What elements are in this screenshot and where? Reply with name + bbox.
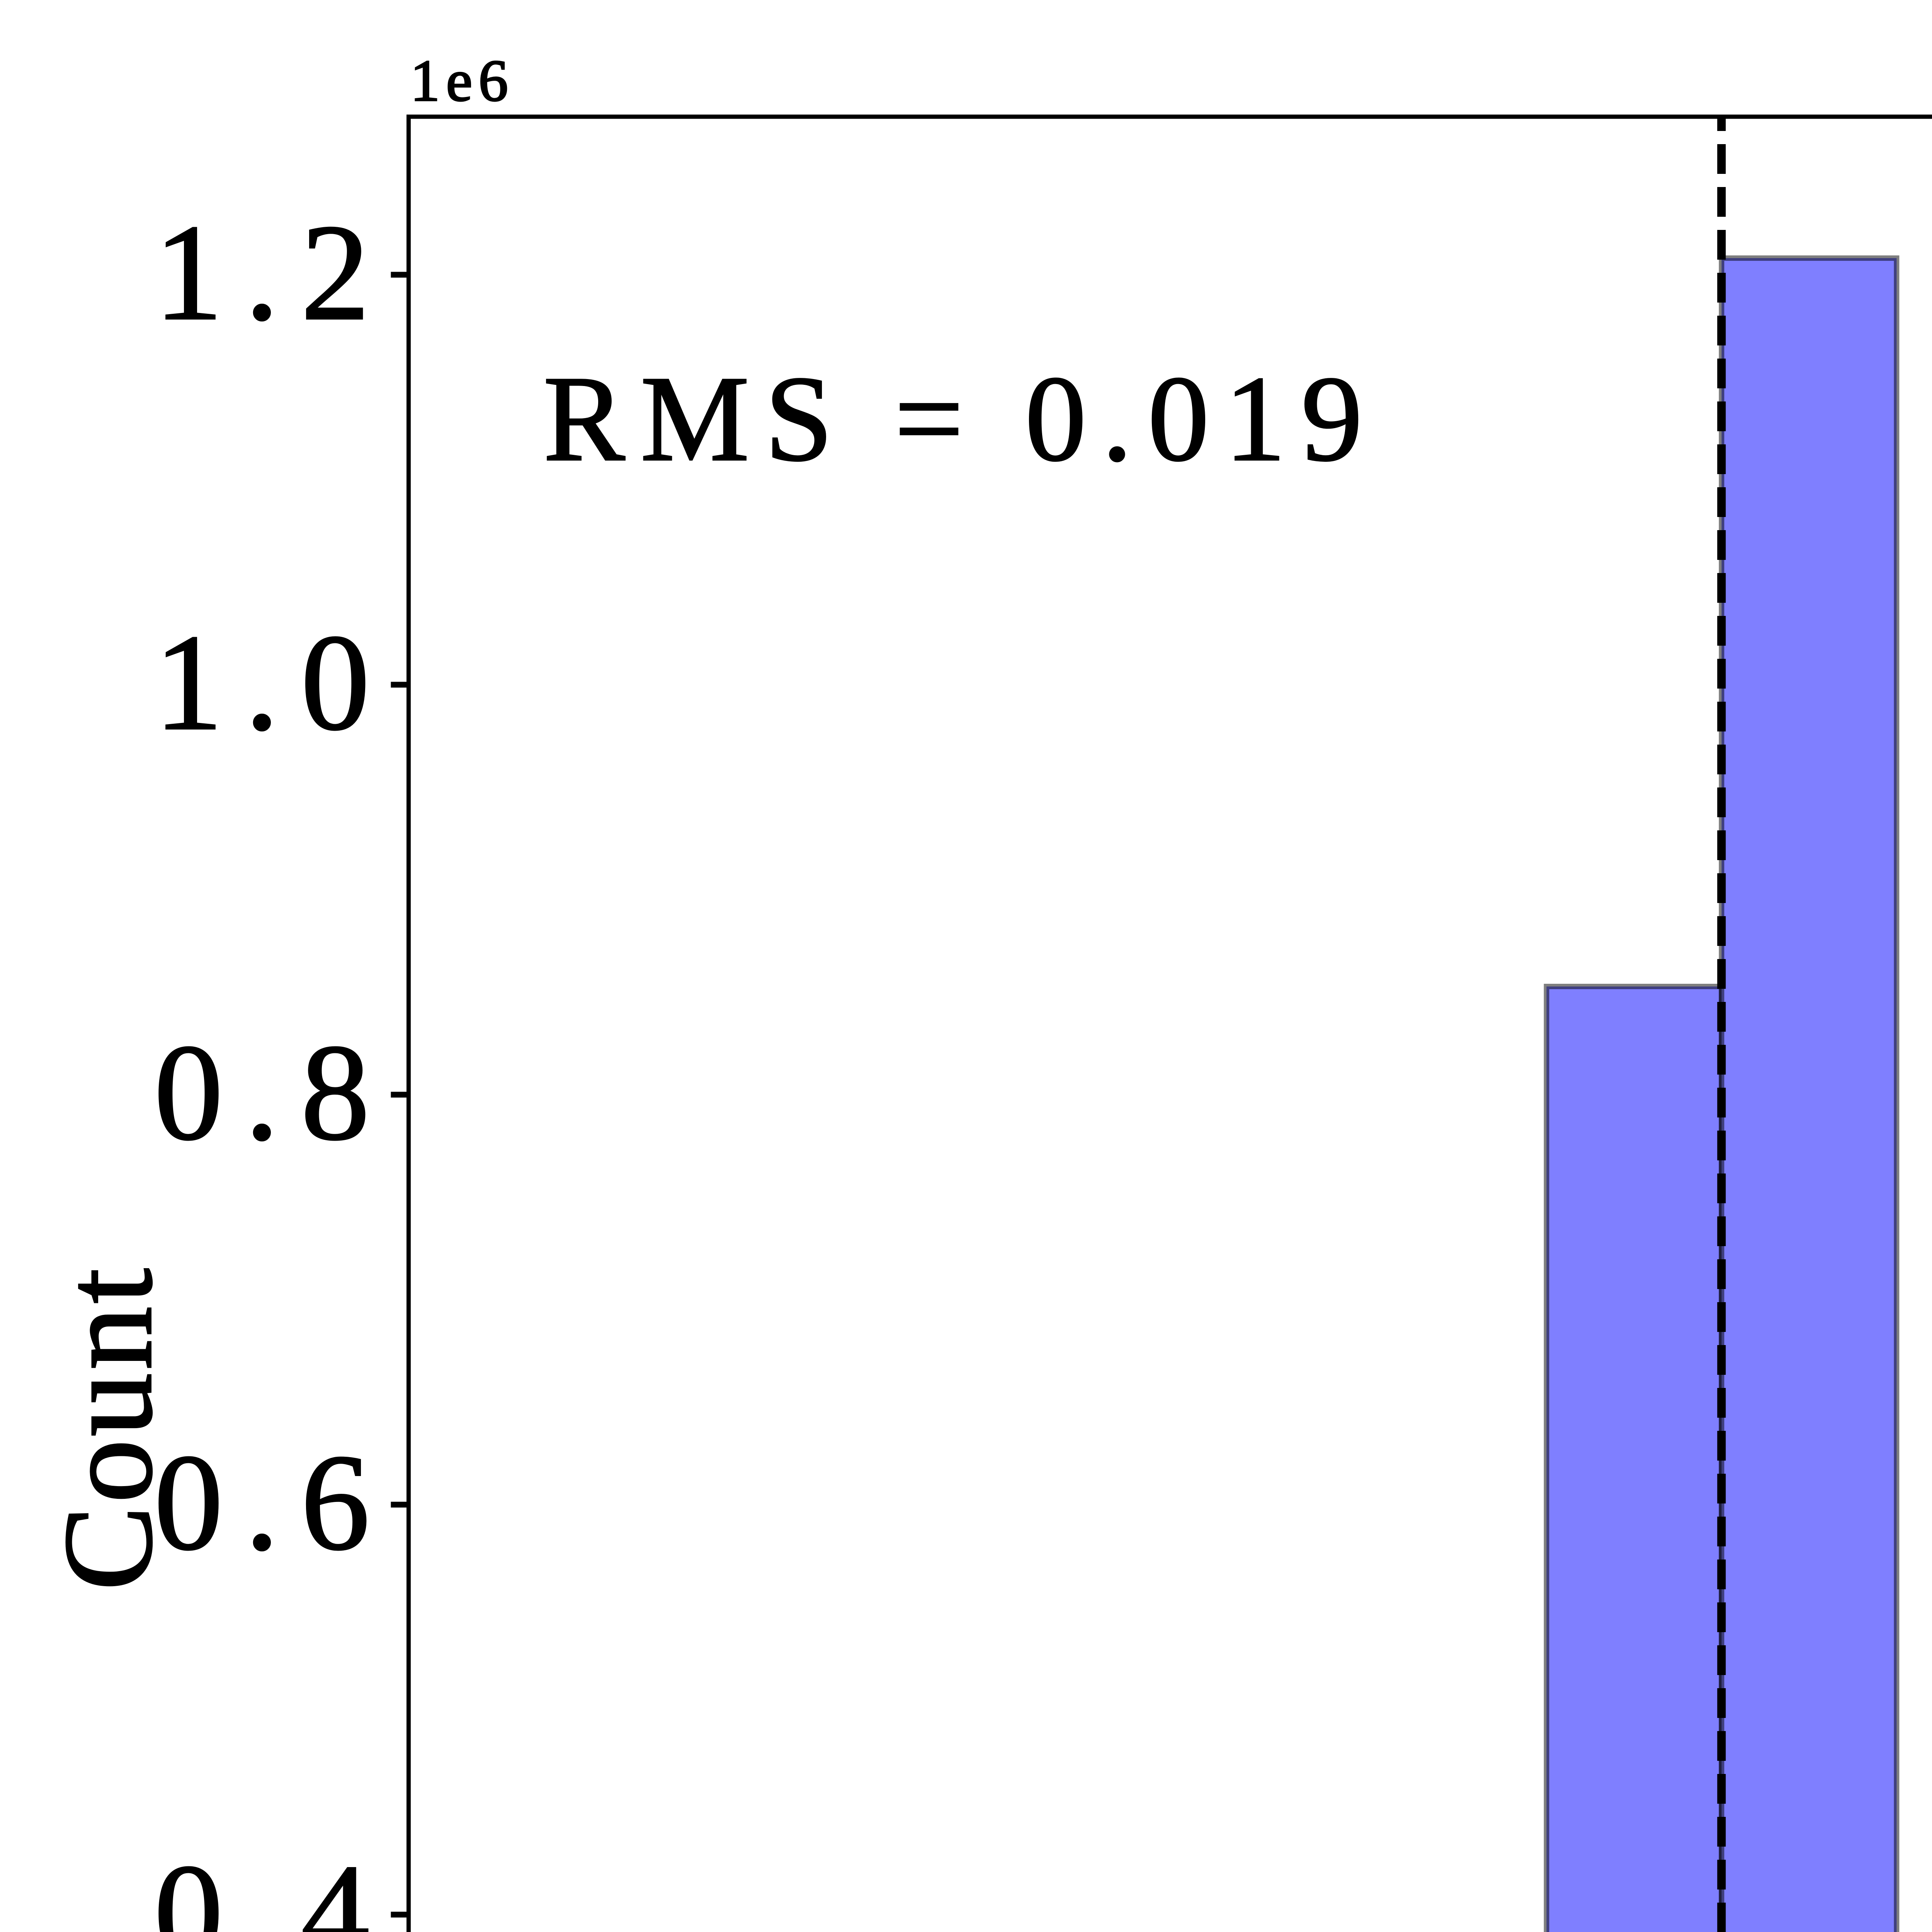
svg-text:0.4: 0.4 (154, 1836, 391, 1932)
svg-text:1.0: 1.0 (154, 606, 391, 759)
svg-text:0.8: 0.8 (154, 1016, 391, 1169)
svg-text:RMS = 0.019: RMS = 0.019 (543, 351, 1378, 486)
svg-text:0.6: 0.6 (154, 1426, 391, 1579)
svg-text:Count: Count (37, 1265, 179, 1591)
svg-text:1e6: 1e6 (410, 48, 514, 114)
svg-text:1.2: 1.2 (154, 196, 391, 349)
